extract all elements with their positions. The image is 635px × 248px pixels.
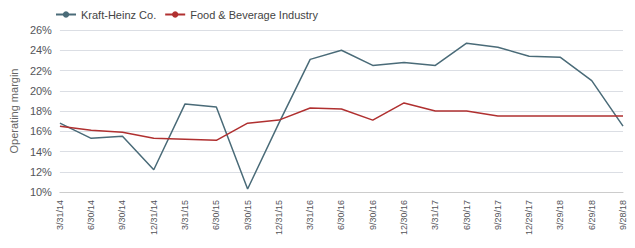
svg-text:9/29/17: 9/29/17 [493,200,503,230]
svg-text:3/31/14: 3/31/14 [55,200,65,230]
svg-text:10%: 10% [30,186,52,198]
svg-text:Food & Beverage Industry: Food & Beverage Industry [190,9,318,21]
svg-text:12/31/14: 12/31/14 [149,200,159,235]
svg-text:12/31/15: 12/31/15 [274,200,284,235]
svg-text:20%: 20% [30,85,52,97]
svg-text:12/29/17: 12/29/17 [524,200,534,235]
svg-text:18%: 18% [30,105,52,117]
svg-text:26%: 26% [30,24,52,36]
svg-text:22%: 22% [30,65,52,77]
svg-text:6/30/14: 6/30/14 [86,200,96,230]
svg-text:9/30/14: 9/30/14 [117,200,127,230]
svg-text:12/30/16: 12/30/16 [399,200,409,235]
svg-text:12%: 12% [30,166,52,178]
svg-text:14%: 14% [30,146,52,158]
svg-text:3/29/18: 3/29/18 [555,200,565,230]
svg-text:3/31/15: 3/31/15 [180,200,190,230]
svg-text:9/30/16: 9/30/16 [368,200,378,230]
svg-text:9/30/15: 9/30/15 [243,200,253,230]
svg-text:16%: 16% [30,125,52,137]
svg-text:9/28/18: 9/28/18 [618,200,628,230]
svg-text:Kraft-Heinz Co.: Kraft-Heinz Co. [81,9,156,21]
svg-text:6/30/17: 6/30/17 [462,200,472,230]
svg-text:3/31/16: 3/31/16 [305,200,315,230]
svg-text:3/31/17: 3/31/17 [430,200,440,230]
svg-text:6/30/15: 6/30/15 [211,200,221,230]
svg-text:6/30/16: 6/30/16 [336,200,346,230]
svg-text:6/29/18: 6/29/18 [587,200,597,230]
svg-text:24%: 24% [30,44,52,56]
svg-text:Operating margin: Operating margin [8,69,20,154]
